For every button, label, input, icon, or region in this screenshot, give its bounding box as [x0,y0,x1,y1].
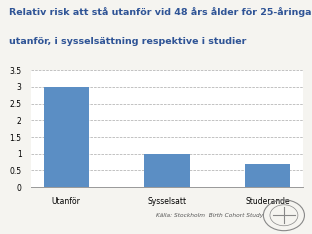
Bar [144,154,190,187]
Text: utanför, i sysselsättning respektive i studier: utanför, i sysselsättning respektive i s… [9,37,247,46]
Bar [44,87,89,187]
Text: Relativ risk att stå utanför vid 48 års ålder för 25-åringar: Relativ risk att stå utanför vid 48 års … [9,7,312,17]
Text: Källa: Stockholm  Birth Cohort Study: Källa: Stockholm Birth Cohort Study [156,213,263,218]
Bar [245,164,290,187]
